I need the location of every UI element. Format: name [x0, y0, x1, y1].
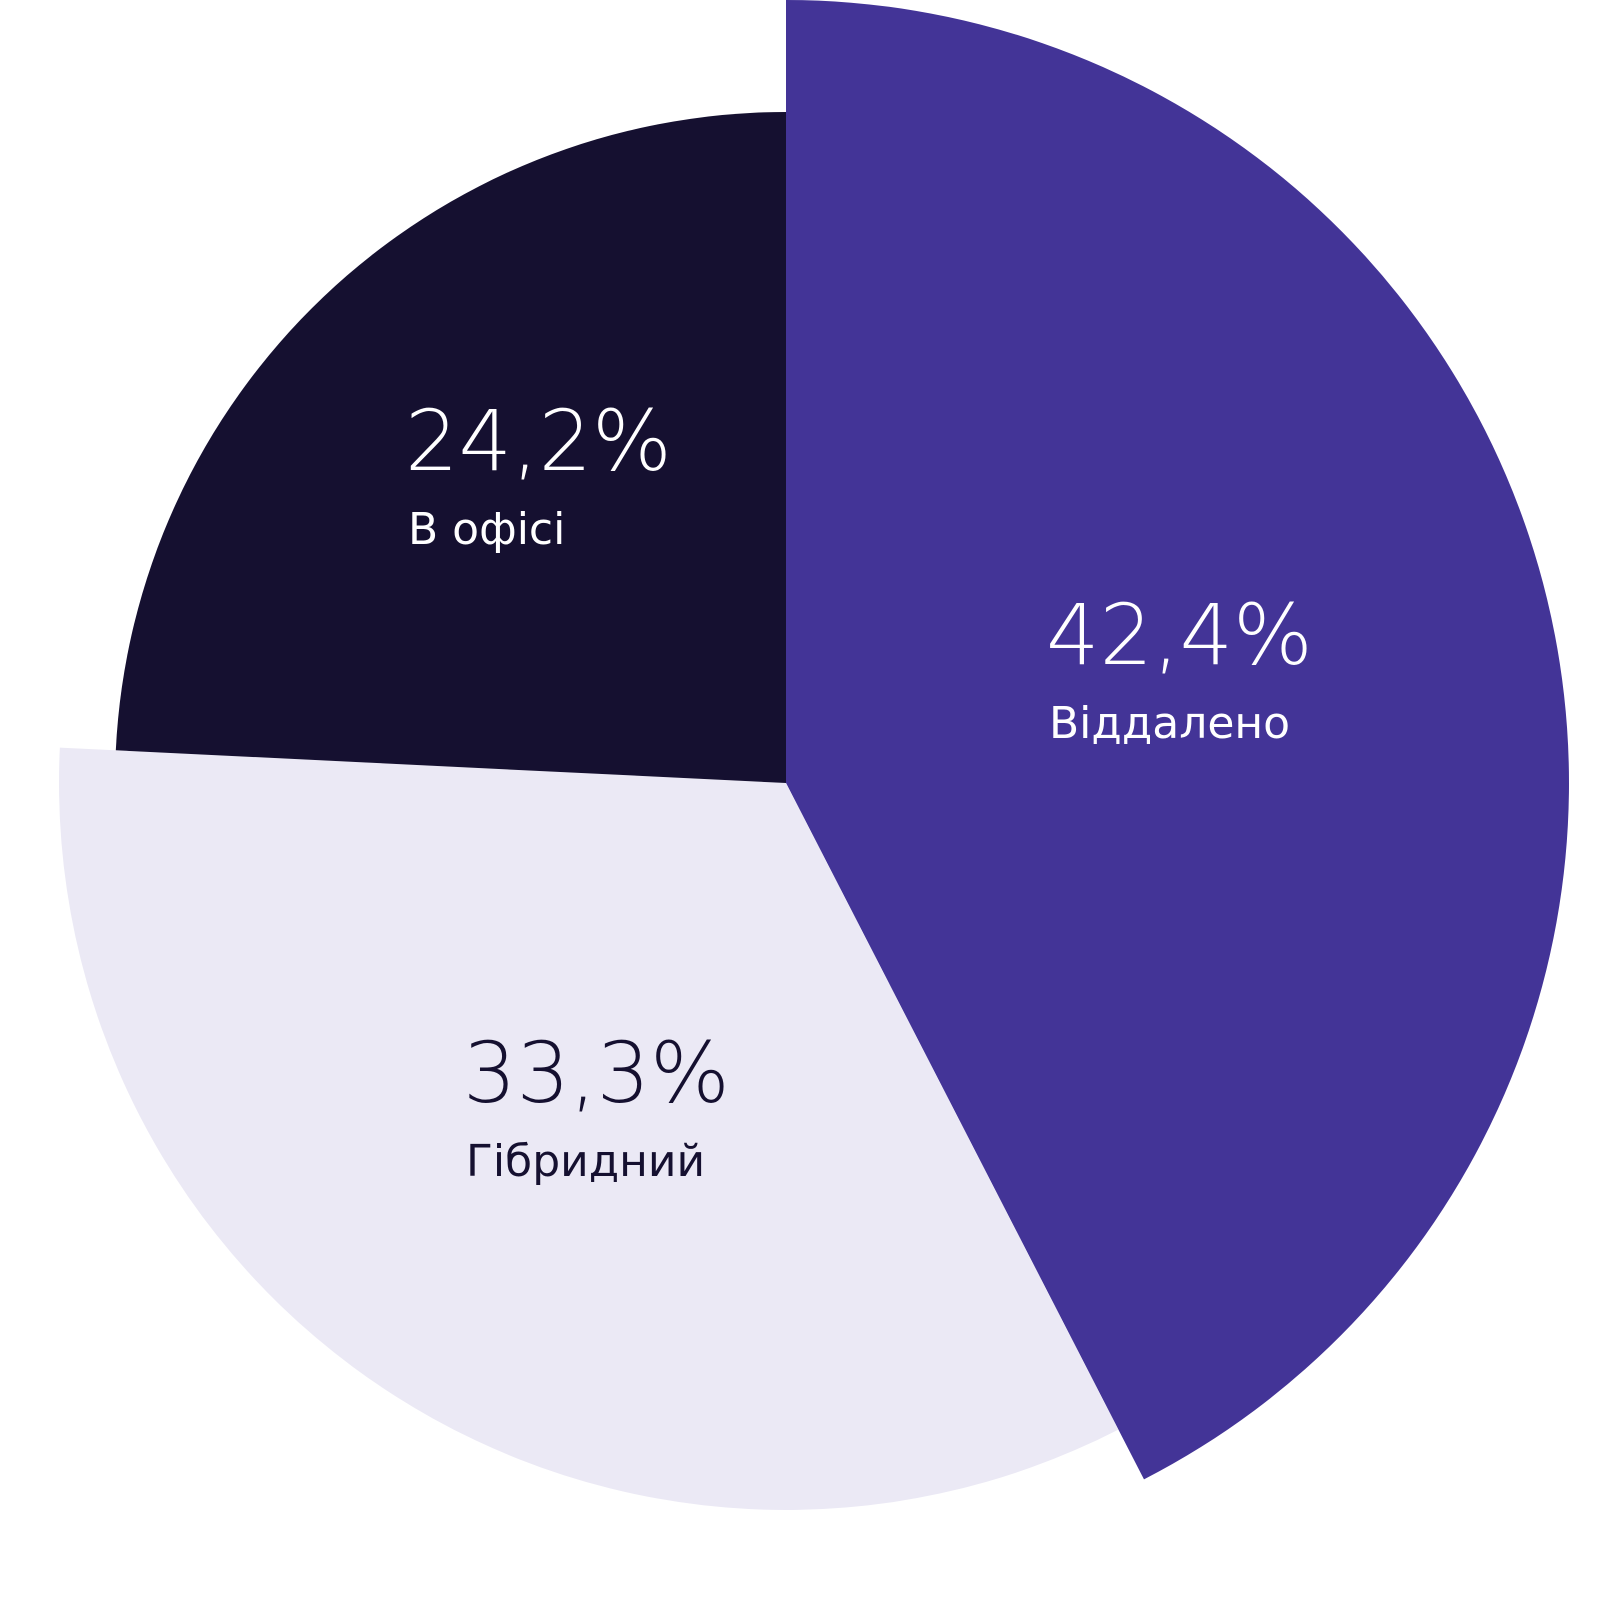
value-label: 33,3% — [463, 1024, 730, 1122]
category-label: В офісі — [408, 504, 565, 555]
value-label: 24,2% — [405, 392, 672, 490]
category-label: Віддалено — [1049, 698, 1290, 749]
value-label: 42,4% — [1046, 586, 1313, 684]
pie-slice — [786, 0, 1569, 1480]
category-label: Гібридний — [466, 1136, 705, 1187]
pie-slice — [115, 112, 786, 783]
pie-slice — [58, 747, 1119, 1510]
